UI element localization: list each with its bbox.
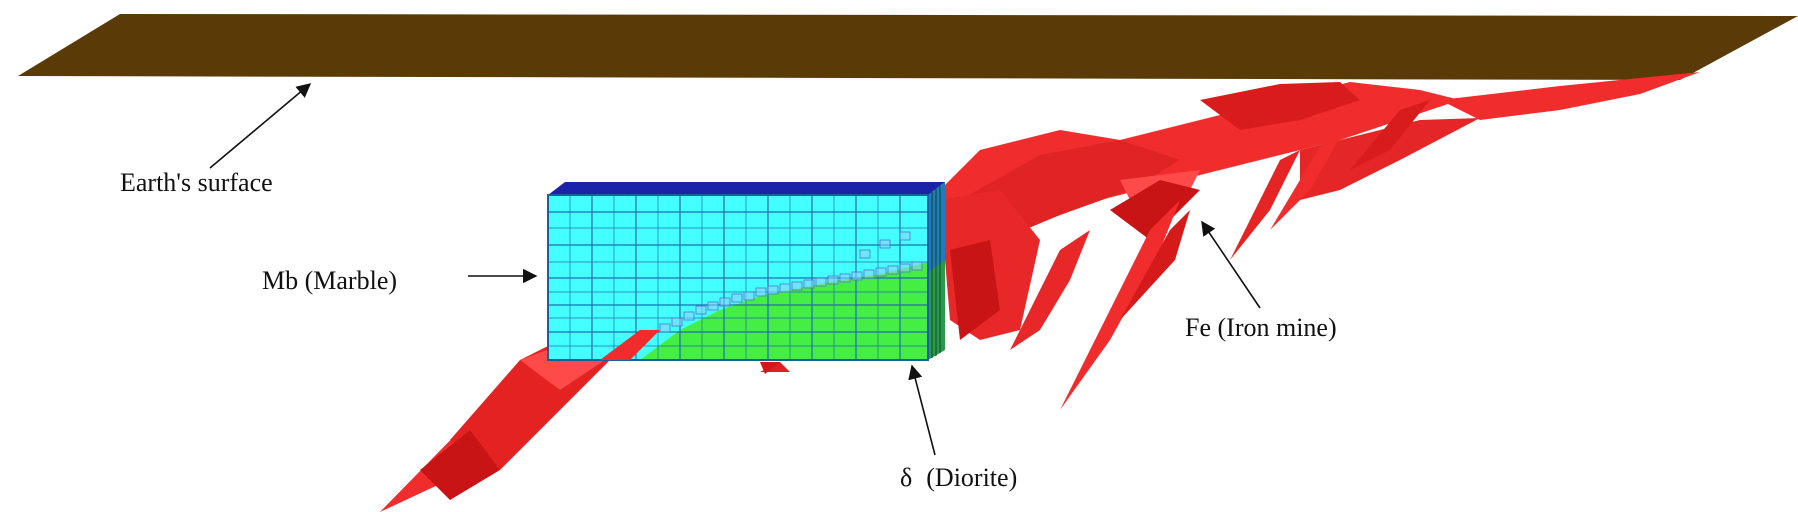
label-diorite: δ (Diorite) — [900, 463, 1017, 493]
label-earth-surface: Earth's surface — [120, 168, 273, 197]
arrow-diorite — [908, 364, 936, 456]
label-diorite-symbol: δ — [900, 463, 913, 492]
block-top-face — [548, 182, 945, 195]
model-block — [547, 182, 945, 361]
earth-surface-plane — [18, 14, 1798, 80]
label-diorite-text: (Diorite) — [926, 463, 1018, 492]
arrow-earth-surface — [209, 83, 312, 169]
label-marble: Mb (Marble) — [262, 266, 398, 295]
arrow-iron — [1201, 220, 1261, 309]
iron-orebody — [380, 72, 1700, 512]
label-iron-mine: Fe (Iron mine) — [1185, 313, 1337, 342]
